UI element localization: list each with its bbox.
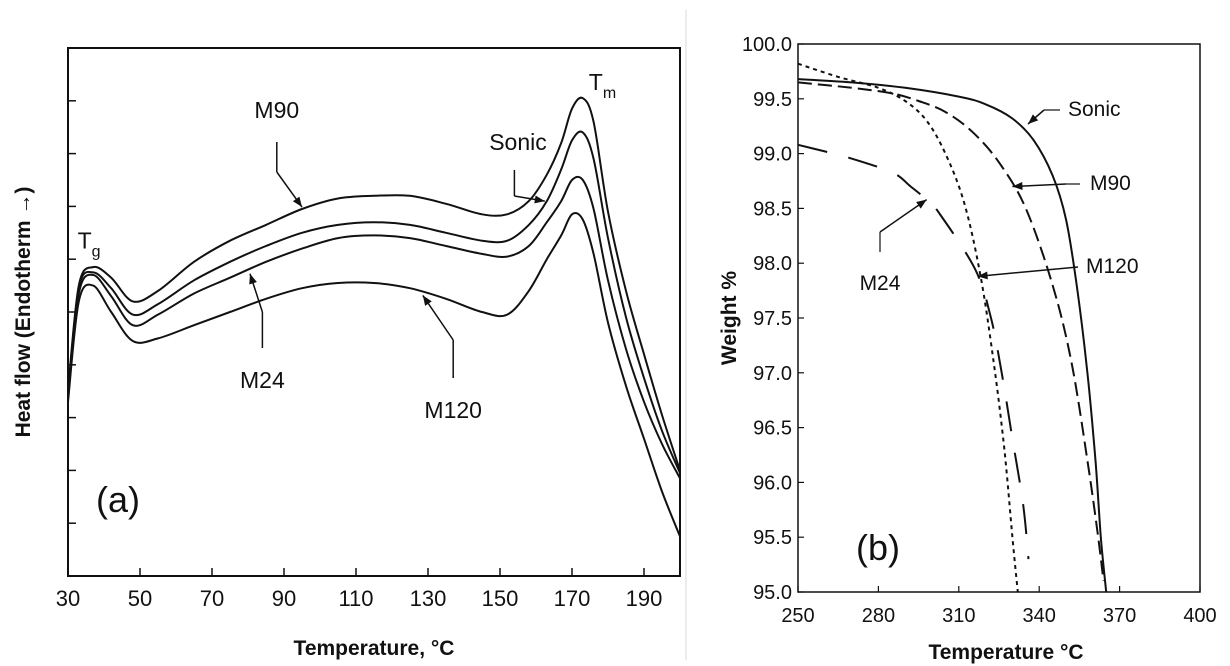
panel-label-b: (b) xyxy=(856,527,900,568)
x-tick-label-a: 110 xyxy=(338,586,373,611)
panel-a: 30 50 70 90 110 130 150 170 190 M90 Sonic M24 M120 T… xyxy=(12,47,681,660)
annotations-b: Sonic M90 M120 M24 xyxy=(860,98,1139,295)
x-tick-label-b: 250 xyxy=(781,605,814,627)
x-tick-label-b: 340 xyxy=(1023,605,1056,627)
series-label-m24: M24 xyxy=(240,367,285,393)
leader-m24 xyxy=(249,273,264,348)
x-tick-label-a: 70 xyxy=(200,586,224,611)
y-tick-label-b: 100.0 xyxy=(742,34,792,56)
leader-sonic-b xyxy=(1027,109,1060,125)
annotation-tm: Tm xyxy=(589,69,616,102)
x-tick-label-b: 370 xyxy=(1103,605,1136,627)
y-ticks-b: 95.0 95.5 96.0 96.5 97.0 97.5 98.0 98.5 99.0 99.5… xyxy=(742,34,804,604)
series-label-sonic: Sonic xyxy=(489,129,547,155)
curves-b xyxy=(797,62,1108,593)
series-line-m120 xyxy=(67,212,681,537)
series-line-m90 xyxy=(67,96,681,471)
x-tick-label-a: 170 xyxy=(554,586,591,611)
series-label-m24-b: M24 xyxy=(860,272,901,295)
x-axis-label-b: Temperature °C xyxy=(928,641,1083,664)
y-tick-label-b: 99.0 xyxy=(753,144,792,166)
leader-sonic xyxy=(513,170,545,204)
x-tick-label-b: 280 xyxy=(862,605,895,627)
y-tick-label-b: 98.5 xyxy=(753,198,792,220)
leader-m24-b xyxy=(879,199,928,252)
leader-head xyxy=(977,266,1079,280)
y-tick-label-b: 99.5 xyxy=(753,89,792,111)
x-ticks-b: 250 280 310 340 370 400 xyxy=(781,586,1217,627)
series-line-sonic xyxy=(797,78,1108,593)
y-tick-label-b: 98.0 xyxy=(753,253,792,275)
series-line-m90 xyxy=(797,81,1105,582)
series-line-sonic xyxy=(67,130,681,474)
x-tick-label-a: 50 xyxy=(128,586,152,611)
leader-head xyxy=(1012,182,1067,191)
x-tick-label-a: 190 xyxy=(626,586,663,611)
series-line-m24 xyxy=(797,143,1030,560)
series-label-m90-b: M90 xyxy=(1090,172,1131,195)
leader-head xyxy=(879,199,928,233)
panel-label-a: (a) xyxy=(96,479,140,520)
leader-m120-head xyxy=(422,294,454,341)
y-tick-label-b: 95.5 xyxy=(753,527,792,549)
plot-frame-b xyxy=(797,43,1201,593)
x-ticks-a: 30 50 70 90 110 130 150 170 190 xyxy=(56,568,663,611)
series-label-m120-b: M120 xyxy=(1086,255,1139,278)
leader-m120 xyxy=(422,294,454,378)
leader-m24-head xyxy=(249,273,264,313)
plot-frame-a xyxy=(67,47,681,577)
y-tick-label-b: 97.0 xyxy=(753,363,792,385)
x-tick-label-a: 150 xyxy=(482,586,519,611)
leader-sonic-head xyxy=(514,195,545,204)
x-tick-label-b: 400 xyxy=(1183,605,1216,627)
y-tick-label-b: 96.5 xyxy=(753,418,792,440)
panel-b: 250 280 310 340 370 400 95.095.596.096.597.09… xyxy=(718,34,1217,664)
x-tick-label-b: 310 xyxy=(942,605,975,627)
curves-a xyxy=(67,96,681,537)
x-tick-label-a: 90 xyxy=(272,586,296,611)
y-tick-label-b: 96.0 xyxy=(753,472,792,494)
y-tick-label-b: 97.5 xyxy=(753,308,792,330)
leader-head xyxy=(1027,109,1045,125)
series-line-m120 xyxy=(797,62,1019,593)
x-tick-label-a: 30 xyxy=(56,586,80,611)
series-label-m120: M120 xyxy=(424,397,482,423)
leader-m90 xyxy=(276,142,303,208)
series-label-m90: M90 xyxy=(254,97,299,123)
series-line-m24 xyxy=(67,175,681,479)
leader-m120-b xyxy=(977,266,1079,280)
y-tick-label-b: 95.0 xyxy=(753,582,792,604)
y-axis-label-b: Weight % xyxy=(718,271,741,365)
leader-m90-b xyxy=(1012,182,1080,191)
annotations-a: M90 Sonic M24 M120 Tg Tm xyxy=(78,69,617,423)
y-axis-label-a: Heat flow (Endotherm →) xyxy=(12,187,35,438)
x-axis-label-a: Temperature, °C xyxy=(294,637,455,660)
series-label-sonic-b: Sonic xyxy=(1068,98,1121,121)
leader-m90-head xyxy=(276,171,303,208)
annotation-tg: Tg xyxy=(78,228,101,261)
x-tick-label-a: 130 xyxy=(410,586,447,611)
